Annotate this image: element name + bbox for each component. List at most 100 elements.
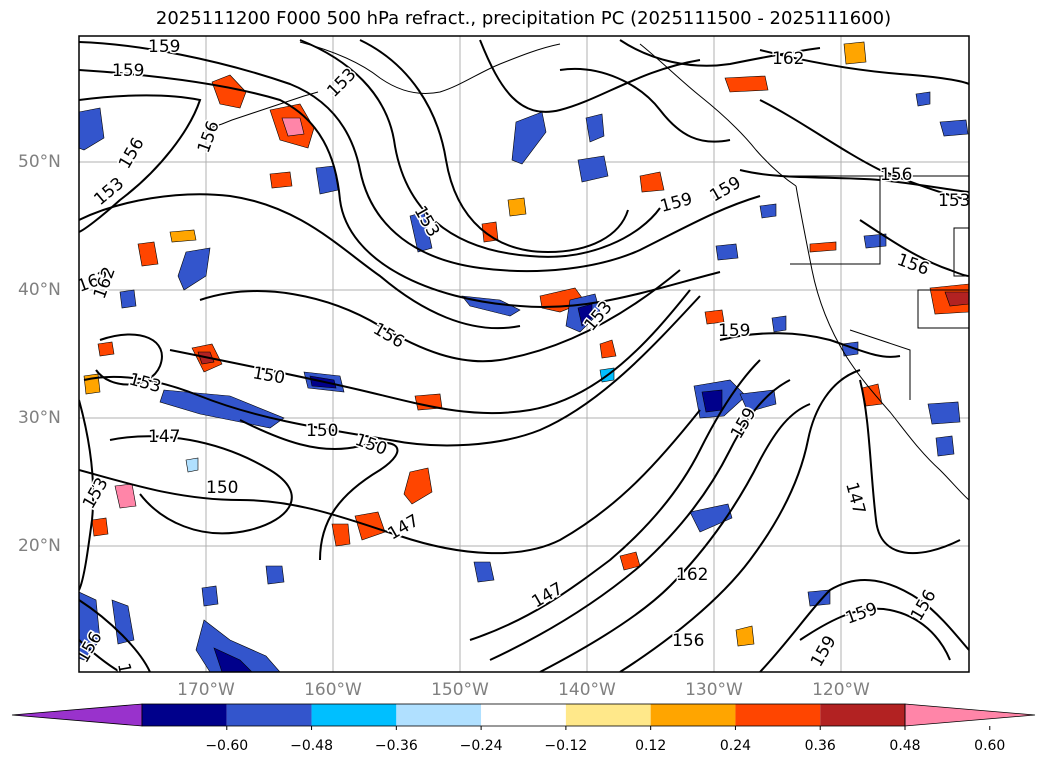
colorbar-swatch (820, 704, 905, 726)
contour-line (299, 39, 661, 258)
state-border (917, 289, 969, 329)
precip-blob (177, 247, 211, 291)
precip-blob (119, 289, 137, 309)
state-border (953, 227, 969, 277)
precip-blob (724, 75, 769, 93)
contour-line (619, 39, 821, 67)
precip-blob (599, 339, 617, 359)
precipitation-shading (79, 41, 969, 672)
colorbar-swatch (650, 704, 736, 726)
contour-line (169, 289, 691, 415)
lat-label-40n: 40°N (18, 280, 61, 300)
colorbar-extend-min (11, 703, 143, 727)
contour-label: 147 (113, 661, 138, 696)
contour-line (239, 419, 399, 561)
contour-label: 156 (672, 631, 704, 651)
state-border (790, 176, 881, 265)
colorbar-tick-label: 0.48 (889, 738, 921, 754)
precip-blob (507, 197, 527, 217)
lon-label-140w: 140°W (558, 680, 616, 700)
precip-blob (137, 241, 159, 267)
colorbar-swatch (311, 704, 397, 726)
precip-blob (771, 315, 787, 333)
precip-blob (759, 203, 777, 219)
precip-blob (715, 243, 739, 261)
precip-blob (201, 585, 219, 607)
precip-blob (281, 117, 305, 137)
contour-line (759, 99, 969, 201)
contour-line (859, 379, 961, 555)
precip-blob (211, 74, 247, 109)
colorbar-swatch (396, 704, 482, 726)
contour-label: 153 (938, 191, 970, 211)
colorbar-swatch (142, 704, 227, 726)
contour-line (799, 607, 951, 661)
precip-blob (403, 467, 433, 505)
precip-blob (195, 619, 281, 672)
precip-blob (265, 565, 285, 585)
contour-line (719, 332, 901, 358)
colorbar-extend-max (904, 703, 1036, 727)
contour-line (79, 69, 721, 308)
colorbar-frame (141, 703, 906, 727)
contour-line (79, 599, 151, 672)
contour-line (79, 193, 521, 330)
precip-blob (97, 341, 115, 357)
precip-blob (169, 229, 197, 243)
contour-label: 156 (880, 165, 912, 185)
precip-blob (807, 589, 831, 607)
contour-label: 150 (306, 421, 338, 441)
state-border (849, 329, 911, 400)
precip-blob (585, 113, 605, 143)
precip-blob (159, 389, 285, 429)
colorbar-swatch (735, 704, 821, 726)
contour-label: 150 (206, 478, 238, 498)
colorbar-tick-label: 0.24 (719, 738, 752, 754)
contour-line (359, 39, 629, 254)
colorbar (11, 703, 1036, 730)
precip-blob (511, 111, 547, 165)
precip-blob (915, 91, 931, 107)
coastlines (209, 41, 969, 501)
contour-label: 159 (112, 61, 144, 81)
contour-line (859, 219, 969, 277)
contour-line (619, 369, 861, 672)
colorbar-tick-label: −0.12 (544, 738, 588, 754)
plot-frame (78, 35, 970, 673)
contour-line (109, 435, 293, 535)
lon-label-120w: 120°W (812, 680, 870, 700)
colorbar-tick-label: −0.60 (205, 738, 249, 754)
lon-label-150w: 150°W (431, 680, 489, 700)
colorbar-swatch (481, 704, 566, 726)
precip-blob (689, 503, 733, 533)
contour-line (79, 639, 121, 672)
lat-label-30n: 30°N (18, 408, 61, 428)
contour-line (559, 67, 731, 143)
colorbar-tick-label: −0.48 (290, 738, 333, 754)
precip-blob (331, 523, 351, 547)
contour-line (83, 295, 701, 447)
precip-blob (843, 41, 867, 65)
contour-line (79, 41, 761, 273)
coastline-alaska (299, 41, 561, 94)
contour-line (79, 399, 95, 591)
contour-label: 159 (148, 37, 180, 57)
precip-blob (114, 483, 137, 509)
precip-blob (735, 625, 755, 647)
contour-line (539, 403, 811, 672)
colorbar-tick-label: −0.36 (374, 738, 418, 754)
map-title: 2025111200 F000 500 hPa refract., precip… (155, 8, 892, 29)
coastline-panhandle (639, 43, 797, 187)
colorbar-tick-label: 0.12 (635, 738, 667, 754)
contour-line (489, 379, 791, 661)
precip-blob (863, 233, 887, 249)
colorbar-swatch (226, 704, 312, 726)
precip-blob (927, 401, 961, 425)
precip-blob (944, 291, 969, 307)
contour-line (479, 39, 701, 113)
refractivity-contours (79, 39, 969, 672)
contour-line (469, 359, 761, 641)
colorbar-swatch (565, 704, 651, 726)
lon-label-130w: 130°W (685, 680, 743, 700)
lat-label-20n: 20°N (18, 536, 61, 556)
